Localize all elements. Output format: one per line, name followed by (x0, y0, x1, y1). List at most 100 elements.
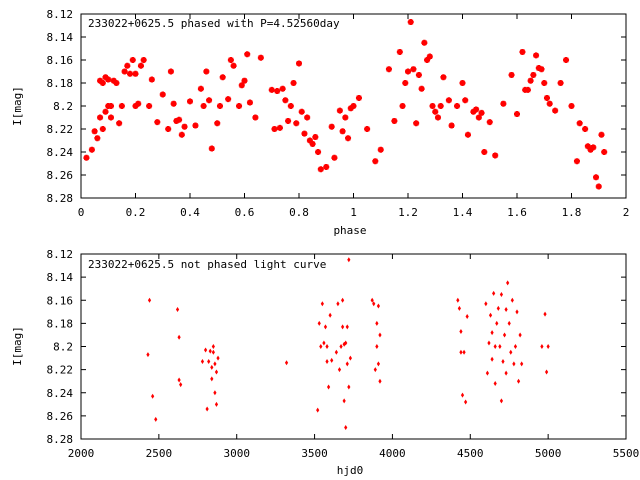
data-point (320, 301, 324, 307)
data-point (236, 103, 243, 109)
data-point (107, 114, 114, 121)
data-point (208, 145, 215, 152)
data-point (464, 399, 468, 405)
y-tick-label: 8.16 (47, 294, 74, 307)
data-point (339, 128, 346, 135)
y-tick-label: 8.24 (47, 387, 74, 400)
data-point (132, 70, 139, 77)
data-point (364, 126, 371, 132)
data-point (177, 334, 181, 340)
data-point (179, 382, 183, 388)
chart-title: 233022+0625.5 not phased light curve (88, 258, 326, 271)
data-point (124, 62, 131, 69)
data-point (509, 349, 513, 355)
data-point (421, 39, 428, 46)
data-point (457, 305, 461, 311)
data-point (113, 80, 120, 86)
data-point (515, 309, 519, 315)
data-point (376, 303, 381, 309)
data-point (107, 103, 114, 109)
data-point (225, 96, 232, 103)
data-point (137, 62, 144, 69)
data-point (284, 360, 289, 366)
data-point (177, 377, 181, 383)
data-point (546, 100, 553, 107)
data-point (214, 369, 219, 375)
data-point (454, 103, 461, 109)
data-point (135, 100, 142, 107)
y-axis-ticks: 8.12 8.14 8.16 8.18 8.2 8.22 8.24 8.26 8.28 (47, 8, 626, 205)
data-point (345, 135, 352, 142)
x-tick-label: 4000 (379, 447, 406, 460)
data-point (211, 344, 215, 349)
data-point (546, 344, 550, 349)
data-point (519, 48, 526, 55)
data-point (541, 80, 548, 86)
data-point (326, 384, 331, 390)
y-axis-label: I[mag] (11, 86, 24, 126)
data-point (543, 311, 547, 317)
data-point (285, 117, 292, 124)
data-point (348, 355, 352, 361)
data-point (147, 297, 152, 303)
data-point (99, 126, 106, 132)
data-point (538, 66, 545, 73)
data-point (516, 378, 521, 384)
data-point (347, 257, 351, 263)
data-point (337, 367, 342, 373)
y-tick-label: 8.18 (47, 77, 74, 90)
data-point (127, 70, 134, 77)
y-tick-label: 8.28 (47, 433, 74, 446)
data-point (129, 57, 136, 63)
data-point (568, 103, 575, 109)
data-point (342, 114, 349, 121)
y-axis-ticks: 8.12 8.14 8.16 8.18 8.2 8.22 8.24 8.26 8.28 (47, 248, 626, 446)
x-tick-label: 0 (78, 206, 85, 219)
data-point (214, 401, 219, 407)
data-point (456, 297, 460, 303)
x-tick-label: 3500 (301, 447, 328, 460)
data-point (319, 344, 323, 349)
data-point (165, 126, 172, 132)
data-point (268, 86, 275, 93)
data-point (543, 94, 550, 101)
y-tick-label: 8.18 (47, 317, 74, 330)
data-point (334, 349, 338, 355)
data-point (429, 103, 436, 109)
data-point (504, 370, 508, 376)
data-point (341, 297, 345, 303)
data-point (208, 348, 212, 354)
data-point (244, 51, 251, 58)
data-point (325, 359, 329, 365)
data-point (459, 80, 466, 86)
data-point (197, 85, 204, 92)
data-point (287, 103, 294, 109)
data-point (563, 57, 570, 63)
y-tick-label: 8.22 (47, 364, 74, 377)
data-point (344, 424, 348, 430)
data-point (402, 80, 409, 86)
data-point (216, 355, 220, 361)
data-point (192, 122, 199, 129)
data-point (274, 88, 281, 95)
x-tick-label: 1.2 (398, 206, 418, 219)
data-point (590, 144, 597, 151)
data-point (533, 52, 540, 59)
data-point (330, 357, 334, 363)
x-axis-label: hjd0 (337, 464, 364, 477)
data-point (490, 356, 494, 362)
data-point (216, 103, 223, 109)
data-point (484, 301, 488, 307)
plot-frame (80, 253, 627, 440)
data-point (418, 85, 425, 92)
data-point (116, 120, 123, 127)
data-point (205, 406, 209, 412)
data-point (520, 361, 524, 367)
data-point (391, 117, 398, 124)
data-point (499, 398, 504, 404)
data-point (372, 301, 376, 307)
data-point (214, 120, 221, 127)
data-point (246, 99, 253, 106)
data-point (487, 340, 491, 346)
data-point (347, 384, 351, 390)
